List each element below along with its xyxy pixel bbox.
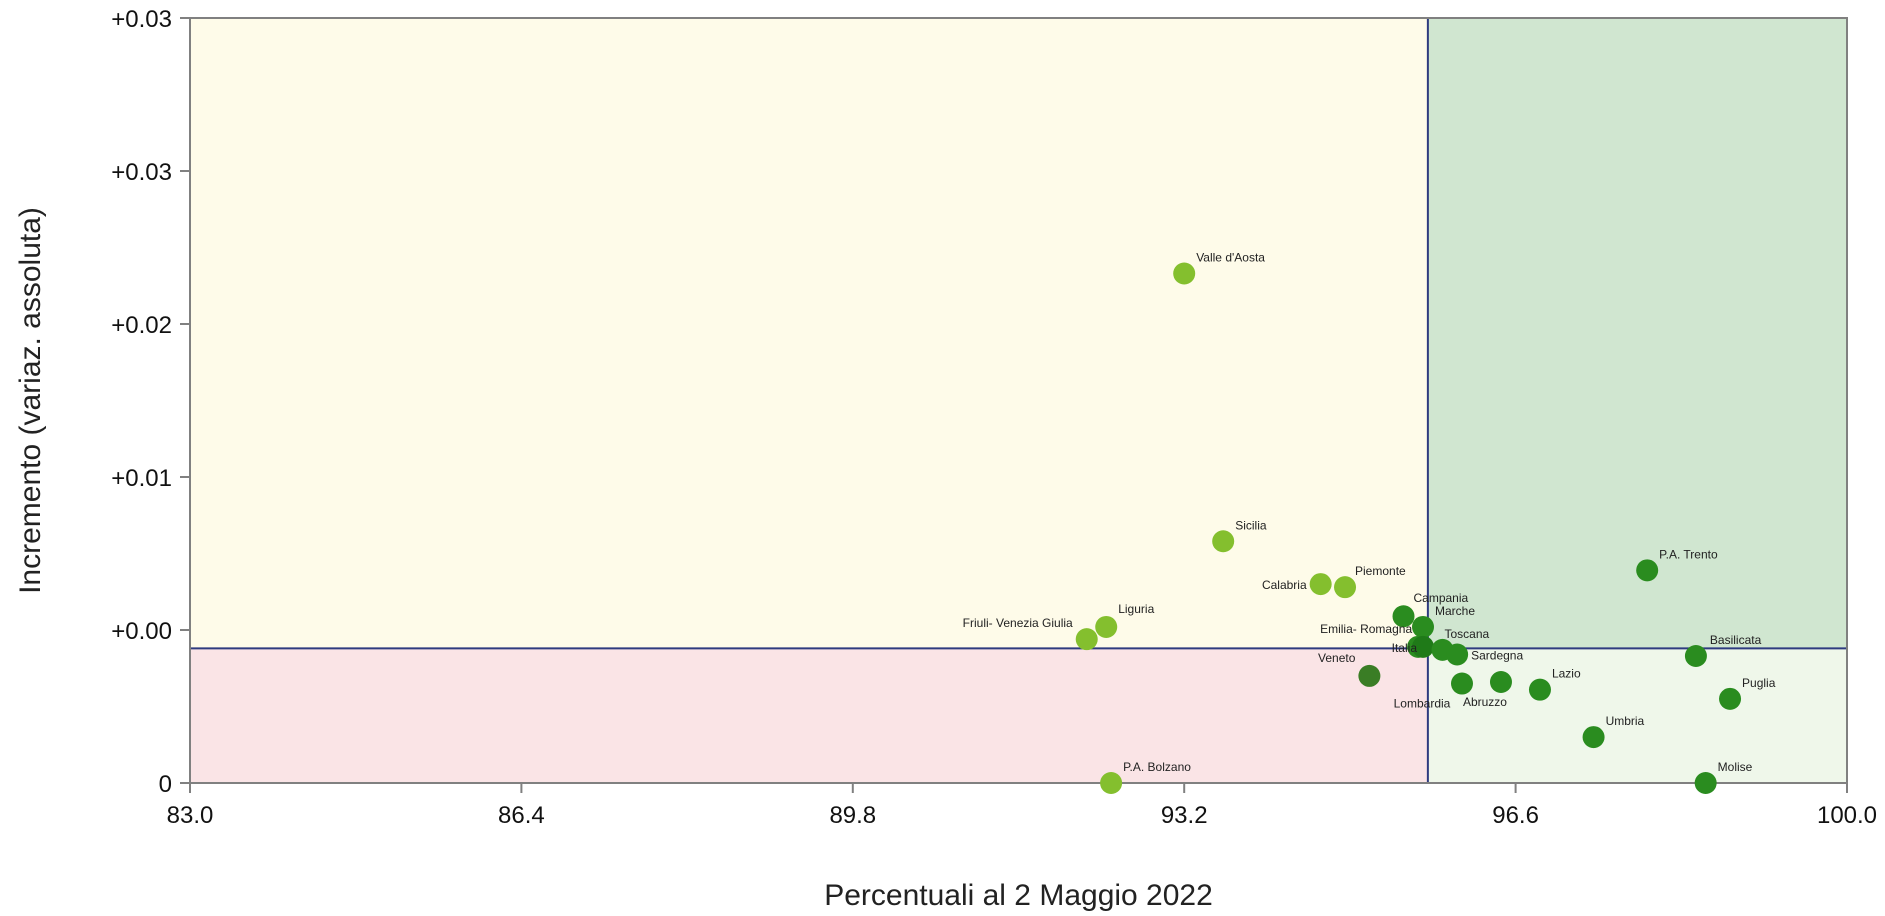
data-point-label: Emilia- Romagna: [1320, 622, 1412, 636]
data-point-label: Sicilia: [1235, 518, 1267, 532]
data-point-label: P.A. Bolzano: [1123, 760, 1191, 774]
data-point-label: Umbria: [1606, 714, 1645, 728]
x-tick-label: 89.8: [829, 802, 876, 829]
data-point-label: Lazio: [1552, 667, 1581, 681]
y-tick-label: +0.03: [111, 6, 172, 33]
data-point-label: Toscana: [1444, 627, 1489, 641]
data-point-label: Italia: [1392, 641, 1418, 655]
data-point-label: Abruzzo: [1463, 695, 1507, 709]
data-point: [1334, 576, 1357, 599]
data-point-label: Lombardia: [1394, 697, 1451, 711]
quadrant-backgrounds: [190, 18, 1847, 783]
data-point-label: Valle d'Aosta: [1196, 251, 1265, 265]
data-point: [1412, 615, 1435, 638]
data-point-label: Puglia: [1742, 676, 1776, 690]
data-point: [1412, 635, 1435, 658]
x-axis-title: Percentuali al 2 Maggio 2022: [824, 879, 1213, 912]
data-point-label: Piemonte: [1355, 564, 1406, 578]
data-point: [1309, 573, 1332, 596]
quadrant-bottom-left: [190, 648, 1428, 783]
y-axis-title: Incremento (variaz. assoluta): [14, 207, 47, 594]
data-point-label: Molise: [1718, 760, 1753, 774]
data-point: [1100, 772, 1123, 794]
data-point-label: Sardegna: [1471, 648, 1523, 662]
data-point: [1450, 672, 1473, 695]
data-point: [1636, 559, 1659, 582]
data-point-label: Marche: [1435, 604, 1475, 618]
data-point-label: Veneto: [1318, 651, 1356, 665]
data-point: [1075, 628, 1098, 651]
y-tick-label: +0.02: [111, 312, 172, 339]
data-point: [1392, 605, 1415, 628]
data-point-label: Basilicata: [1710, 633, 1762, 647]
quadrant-bottom-right: [1427, 648, 1847, 783]
data-point: [1173, 262, 1196, 285]
data-points: Valle d'Aosta Sicilia Calabria Piemonte Ligu…: [963, 251, 1776, 794]
quadrant-top-right: [1427, 18, 1847, 649]
x-tick-label: 100.0: [1817, 802, 1877, 829]
data-point: [1684, 645, 1707, 668]
data-point-label: Liguria: [1118, 602, 1154, 616]
data-point: [1719, 687, 1742, 710]
data-point: [1358, 664, 1381, 687]
data-point: [1212, 530, 1235, 553]
y-tick-label: +0.03: [111, 159, 172, 186]
quadrant-top-left: [190, 18, 1428, 649]
data-point-label: P.A. Trento: [1659, 547, 1718, 561]
data-point-label: Campania: [1414, 591, 1469, 605]
x-axis: 83.0 86.4 89.8 93.2 96.6 100.0: [167, 783, 1877, 829]
x-tick-label: 96.6: [1492, 802, 1539, 829]
x-tick-label: 83.0: [167, 802, 214, 829]
y-tick-label: 0: [159, 771, 172, 798]
data-point: [1489, 671, 1512, 694]
x-tick-label: 93.2: [1161, 802, 1208, 829]
data-point: [1582, 726, 1605, 749]
plot-frame: [189, 17, 1848, 784]
y-tick-label: +0.00: [111, 618, 172, 645]
data-point: [1694, 772, 1717, 794]
data-point-label: Friuli- Venezia Giulia: [963, 616, 1073, 630]
data-point: [1095, 615, 1118, 638]
data-point: [1446, 643, 1469, 666]
data-point-label: Calabria: [1262, 578, 1307, 592]
y-axis: 0 +0.00 +0.01 +0.02 +0.03 +0.03: [111, 6, 190, 798]
data-point: [1528, 678, 1551, 701]
y-tick-label: +0.01: [111, 465, 172, 492]
x-tick-label: 86.4: [498, 802, 545, 829]
